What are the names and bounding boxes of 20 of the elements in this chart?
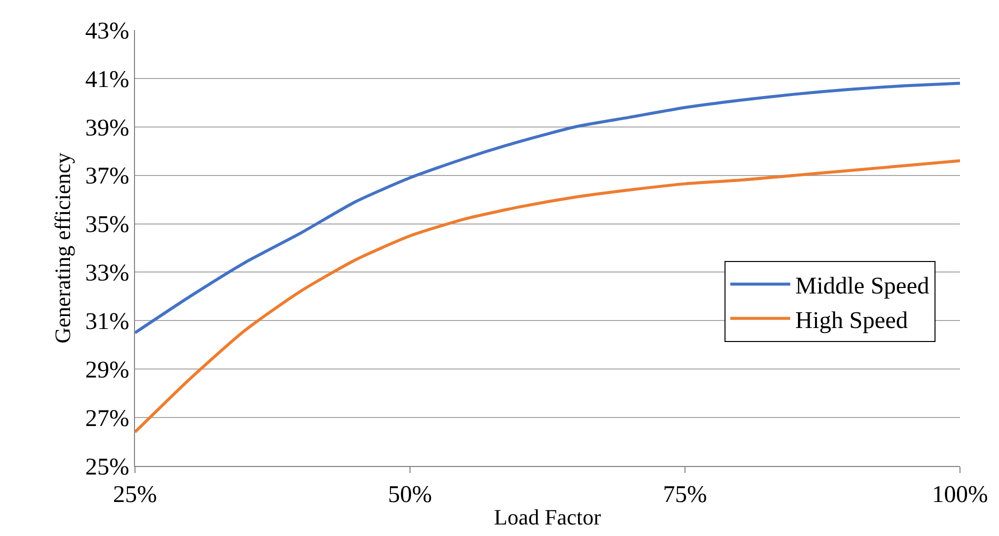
y-tick-label: 29% bbox=[85, 358, 130, 384]
y-tick-label: 41% bbox=[85, 66, 130, 93]
y-tick-label: 27% bbox=[85, 406, 130, 432]
y-axis-title: Generating efficiency bbox=[50, 152, 75, 344]
y-tick-label: 31% bbox=[85, 309, 130, 336]
y-tick-label: 33% bbox=[85, 260, 130, 287]
y-tick-label: 39% bbox=[85, 115, 130, 142]
x-tick-label: 50% bbox=[388, 482, 432, 508]
x-tick-label: 25% bbox=[113, 482, 157, 508]
line-series bbox=[135, 82, 960, 334]
y-tick-label: 43% bbox=[85, 18, 130, 44]
x-tick-label: 100% bbox=[932, 482, 988, 508]
legend-label: Middle Speed bbox=[795, 274, 930, 300]
y-tick-label: 25% bbox=[85, 454, 130, 480]
y-tick-label: 35% bbox=[85, 212, 130, 238]
legend-label: High Speed bbox=[795, 308, 908, 334]
line-series bbox=[135, 159, 960, 434]
x-tick-label: 75% bbox=[663, 482, 707, 508]
y-tick-label: 37% bbox=[85, 164, 130, 190]
x-axis-title: Load Factor bbox=[494, 504, 602, 530]
